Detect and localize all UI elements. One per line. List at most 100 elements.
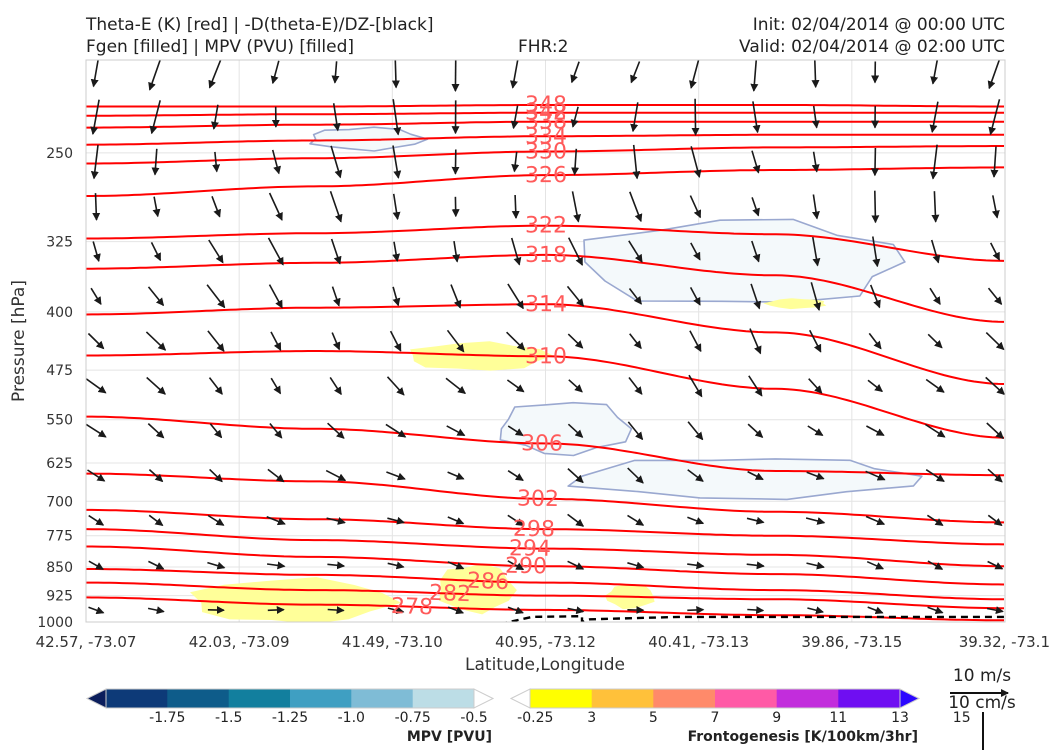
- wind-vector: [746, 516, 765, 525]
- fgen-colorbar-tick-label: 3: [587, 710, 596, 726]
- wind-vector: [927, 606, 944, 615]
- theta-e-contour-label: 338: [525, 110, 567, 135]
- wind-vector: [869, 284, 881, 309]
- wind-vector: [90, 99, 100, 135]
- fgen-colorbar-tick-label: 5: [649, 710, 658, 726]
- wind-vector: [325, 469, 347, 482]
- wind-vector: [387, 516, 405, 525]
- filled-regions: [190, 126, 923, 622]
- wind-vector: [212, 151, 221, 173]
- wind-vector: [872, 236, 881, 268]
- valid-time: Valid: 02/04/2014 @ 02:00 UTC: [739, 37, 1005, 57]
- theta-e-contour-label: 348: [525, 93, 567, 118]
- wind-vector: [331, 61, 340, 84]
- wind-vector: [92, 241, 101, 263]
- wind-vector: [387, 561, 405, 570]
- wind-vector: [86, 378, 107, 394]
- wind-vector: [88, 560, 104, 570]
- wind-vector: [811, 60, 820, 89]
- wind-vector: [806, 561, 825, 570]
- mpv-colorbar-tick-label: -0.25: [517, 710, 553, 726]
- contour-labels: 3483423383343303263223183143103063022982…: [391, 93, 568, 620]
- wind-vector: [267, 605, 285, 614]
- wind-vector: [571, 148, 580, 176]
- wind-vector: [627, 467, 644, 484]
- wind-vector: [927, 560, 944, 570]
- fgen-colorbar-swatch: [715, 689, 778, 708]
- wind-vector: [267, 237, 284, 266]
- theta-e-contour: [86, 133, 1004, 146]
- fgen-colorbar-swatch: [653, 689, 716, 708]
- wind-vector: [152, 196, 161, 218]
- wind-vector: [326, 517, 346, 525]
- wind-vector: [750, 60, 759, 92]
- wind-vector: [327, 606, 345, 615]
- fgen-colorbar-swatch: [530, 689, 593, 708]
- fgen-colorbar-label: Frontogenesis [K/100km/3hr]: [688, 729, 918, 745]
- wind-vector: [868, 332, 882, 350]
- wind-vector: [871, 190, 880, 224]
- wind-vector: [750, 283, 761, 310]
- wind-vector: [567, 237, 584, 266]
- wind-vector: [930, 60, 939, 85]
- wind-vector: [986, 606, 1004, 615]
- mpv-colorbar-swatch: [228, 689, 291, 708]
- wind-vector: [332, 103, 341, 132]
- wind-vector: [92, 193, 101, 221]
- wind-vector: [88, 606, 105, 615]
- mpv-colorbar-swatch: [290, 689, 352, 708]
- theta-e-contour: [86, 224, 1005, 262]
- wind-vector: [687, 421, 704, 441]
- wind-vector: [632, 144, 641, 180]
- wind-vector: [331, 332, 341, 351]
- wind-vector: [507, 470, 524, 481]
- theta-e-contour-label: 306: [521, 431, 563, 456]
- wind-vector: [747, 470, 764, 481]
- fgen-colorbar-tick-label: 9: [772, 710, 781, 726]
- wind-vector: [929, 287, 941, 306]
- mpv-colorbar-frame: [105, 688, 475, 709]
- wind-vector: [985, 376, 1005, 395]
- wind-vector: [567, 423, 584, 438]
- fgen-positive-region: [763, 298, 827, 310]
- wind-vector: [447, 606, 465, 615]
- wind-vector: [149, 100, 161, 135]
- theta-e-contour-label: 318: [525, 243, 567, 268]
- x-axis-ticks: 42.57, -73.07 42.03, -73.09 41.49, -73.10 4…: [36, 633, 1050, 651]
- wind-vector: [147, 423, 165, 439]
- wind-vector: [628, 377, 643, 395]
- theta-e-contour-label: 286: [467, 569, 510, 596]
- wind-vector: [385, 423, 407, 438]
- wind-vector: [567, 560, 585, 570]
- wind-vector: [507, 560, 525, 571]
- theta-e-contour-label: 342: [525, 101, 567, 126]
- y-tick-label: 625: [46, 456, 73, 472]
- wind-vectors: [86, 60, 1005, 615]
- wind-vector: [571, 191, 581, 223]
- wind-vector: [507, 425, 524, 437]
- theta-e-contour: [86, 568, 1005, 601]
- mpv-colorbar-swatch: [412, 689, 475, 708]
- wind-vector: [209, 468, 223, 483]
- wind-vector: [387, 606, 405, 615]
- wind-vector: [627, 421, 644, 441]
- reference-vector-vertical: 10 cm/s: [948, 693, 1016, 713]
- fgen-colorbar-swatch: [838, 689, 901, 708]
- wind-vector: [88, 514, 105, 526]
- fgen-colorbar-end-right: [899, 688, 921, 709]
- theta-e-contour: [86, 596, 1004, 622]
- x-tick-label: 39.86, -73.15: [801, 633, 902, 651]
- wind-vector: [392, 145, 402, 179]
- wind-vector: [689, 287, 701, 306]
- fgen-colorbar-tick-label: 11: [829, 710, 847, 726]
- theta-e-contour: [86, 545, 1005, 586]
- wind-vector: [211, 196, 221, 218]
- wind-vector: [392, 286, 401, 307]
- theta-e-contour: [86, 415, 1004, 477]
- wind-vector: [630, 61, 641, 84]
- x-tick-label: 42.03, -73.09: [189, 633, 290, 651]
- wind-vector: [567, 468, 584, 484]
- wind-vector: [687, 516, 705, 525]
- y-tick-label: 700: [46, 494, 73, 510]
- theta-e-contour-label: 334: [525, 124, 567, 149]
